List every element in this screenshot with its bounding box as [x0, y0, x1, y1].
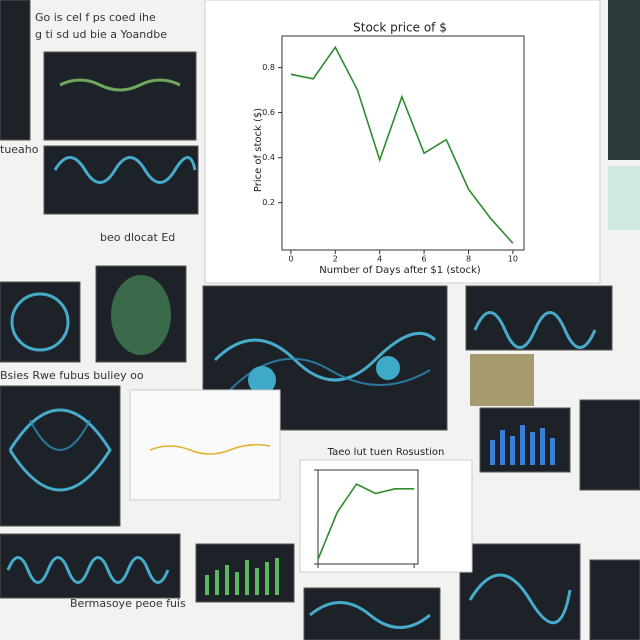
small-plot-frame [317, 469, 419, 565]
x-tick-label: 8 [466, 255, 471, 264]
caption: tueaho [0, 143, 39, 156]
caption: g ti sd ud bie a Yoandbe [35, 28, 167, 41]
y-axis-label: Price of stock ($) [253, 108, 264, 192]
x-tick-label: 2 [333, 255, 338, 264]
small-chart-panel [299, 459, 473, 573]
caption: Go is cel f ps coed ihe [35, 11, 156, 24]
y-tick-label: 0.2 [262, 198, 275, 207]
line-series [317, 483, 415, 560]
plot-frame [281, 35, 525, 251]
y-tick-label: 0.8 [262, 63, 275, 72]
chart-title: Stock price of $ [353, 21, 447, 35]
x-tick-label: 0 [288, 255, 293, 264]
line-series [290, 45, 514, 244]
x-tick-label: 10 [508, 255, 518, 264]
y-tick-label: 0.4 [262, 153, 275, 162]
x-tick-label: 6 [422, 255, 427, 264]
x-tick-label: 4 [377, 255, 382, 264]
caption: Bermasoye peoe fuis [70, 597, 186, 610]
caption: beo dlocat Ed [100, 231, 175, 244]
x-axis-label: Number of Days after $1 (stock) [319, 265, 480, 276]
y-tick-label: 0.6 [262, 108, 275, 117]
caption: Bsies Rwe fubus buliey oo [0, 369, 144, 382]
small-chart-title: Taeo lut tuen Rosustion [327, 447, 445, 458]
chart-panel [204, 0, 601, 284]
